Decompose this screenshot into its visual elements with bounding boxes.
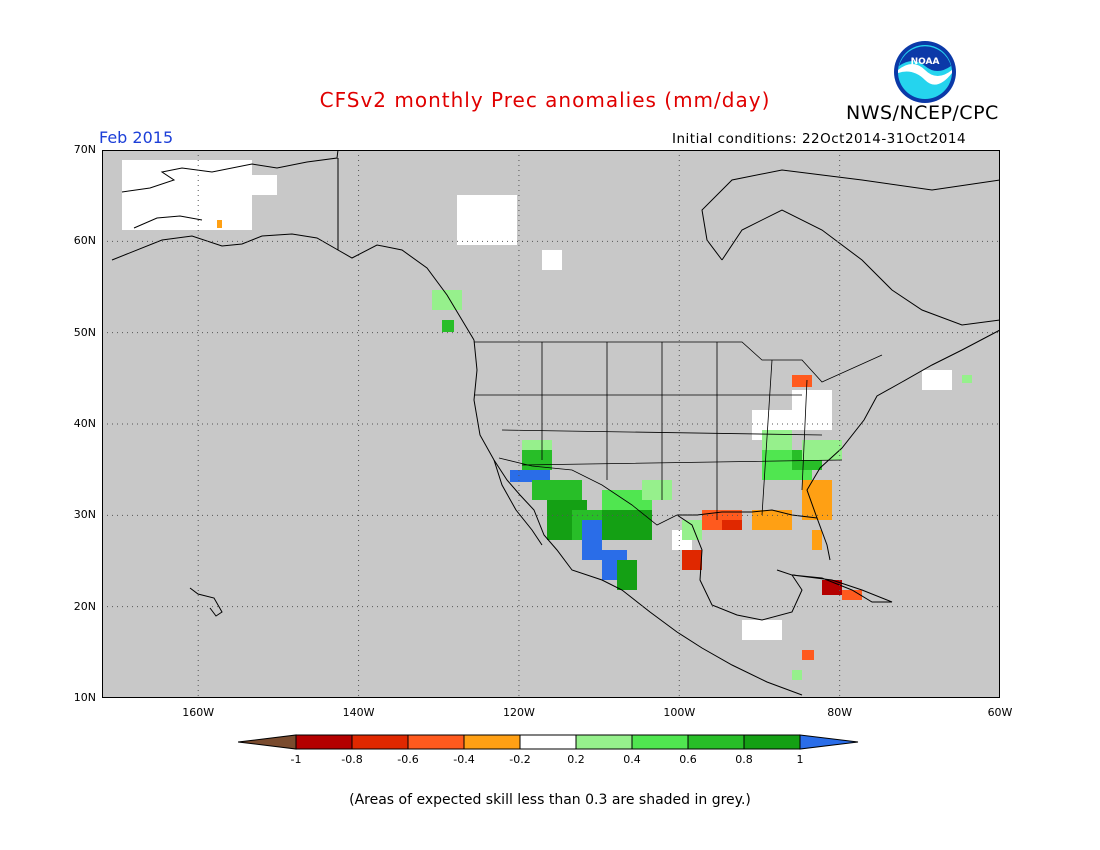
anomaly-cell [802,480,832,520]
anomaly-cell [457,195,517,245]
lon-label-100W: 100W [663,706,696,719]
skill-footnote: (Areas of expected skill less than 0.3 a… [349,792,751,808]
anomaly-cell [617,560,637,590]
coastline-gulf-us [677,509,831,561]
colorbar-label: 0.4 [623,753,641,766]
anomaly-cell [792,390,832,430]
lat-label-50N: 50N [73,325,96,339]
anomaly-cell [792,670,802,680]
lat-label-40N: 40N [73,417,96,430]
lon-label-60W: 60W [987,706,1013,719]
anomaly-cell [542,250,562,270]
coastline-hudson-labrador [721,209,1000,326]
political-borders [337,158,883,526]
anomaly-cell [762,430,792,450]
colorbar-label: -1 [290,753,302,766]
map-title: CFSv2 monthly Prec anomalies (mm/day) [319,88,771,112]
border-us-states [541,342,808,520]
coastline-arctic-alaska [121,150,339,193]
colorbar-label: 0.2 [567,753,585,766]
lat-label-30N: 30N [73,508,96,522]
coastlines [111,150,1000,696]
lat-label-10N: 10N [73,691,96,704]
anomaly-cell [812,530,822,550]
anomaly-cell [922,370,952,390]
anomaly-cell [242,175,277,195]
lon-label-160W: 160W [182,706,215,719]
anomaly-cell [122,160,252,230]
coastline-gulf-of-alaska [337,158,475,341]
coastline-baja [493,459,543,546]
anomaly-cell [792,375,812,387]
coastline-aleutian-alaska [111,233,339,261]
colorbar-label: -0.8 [341,753,363,766]
colorbar-segment [463,734,521,750]
colorbar-label: -0.6 [397,753,419,766]
anomaly-cell [842,590,862,600]
colorbar-segment [407,734,465,750]
skill-mask-background [102,150,1000,698]
anomaly-cell [682,550,702,570]
anomaly-cell [510,470,550,482]
coastline-mexico-gulf [676,514,803,621]
initial-conditions: Initial conditions: 22Oct2014-31Oct2014 [672,131,967,147]
colorbar-segment [687,734,745,750]
lon-label-120W: 120W [502,706,535,719]
colorbar-segment [238,734,297,750]
anomaly-cell [962,375,972,383]
precip-anomaly-map [102,150,1000,698]
anomaly-cell [522,450,552,470]
anomaly-cells [122,160,972,680]
border-us-states-ew [474,394,843,466]
colorbar-segment [351,734,409,750]
lat-label-70N: 70N [73,143,96,156]
anomaly-cell [582,520,602,560]
coastline-pacific-americas [473,339,803,696]
colorbar-label: 0.8 [735,753,753,766]
colorbar-label: -0.2 [509,753,531,766]
colorbar-segment [631,734,689,750]
colorbar [238,734,859,750]
colorbar-label: 0.6 [679,753,697,766]
colorbar-label: 1 [796,753,804,766]
anomaly-cell [802,440,842,460]
border-us-canada [474,341,883,383]
anomaly-cell [442,320,454,332]
anomaly-cell [642,480,672,500]
logo-text: NOAA [911,57,940,67]
anomaly-cell [802,650,814,660]
anomaly-cell [682,520,702,540]
colorbar-segment [743,734,801,750]
anomaly-cell [432,290,462,310]
anomaly-cell [217,220,222,228]
coastline-hawaii [189,587,223,617]
colorbar-segment [575,734,633,750]
anomaly-cell [602,490,652,510]
lat-label-20N: 20N [73,599,96,613]
noaa-logo-icon: NOAA [894,41,956,103]
coastline-cuba [791,574,893,603]
coastline-atlantic-us [806,329,1000,519]
anomaly-cell [742,620,782,640]
colorbar-segment [799,734,859,750]
anomaly-cell [722,520,742,530]
agency-label: NWS/NCEP/CPC [846,102,999,124]
valid-month: Feb 2015 [99,128,174,147]
colorbar-label: -0.4 [453,753,475,766]
coastline-arctic-islands [701,169,1000,261]
border-us-mexico [498,457,678,526]
lon-label-80W: 80W [827,706,853,719]
lat-label-60N: 60N [73,234,96,248]
coastline-bristol-bay [133,215,203,229]
lon-label-140W: 140W [342,706,375,719]
colorbar-segment [519,734,577,750]
colorbar-segment [295,734,353,750]
anomaly-cell [532,480,582,500]
